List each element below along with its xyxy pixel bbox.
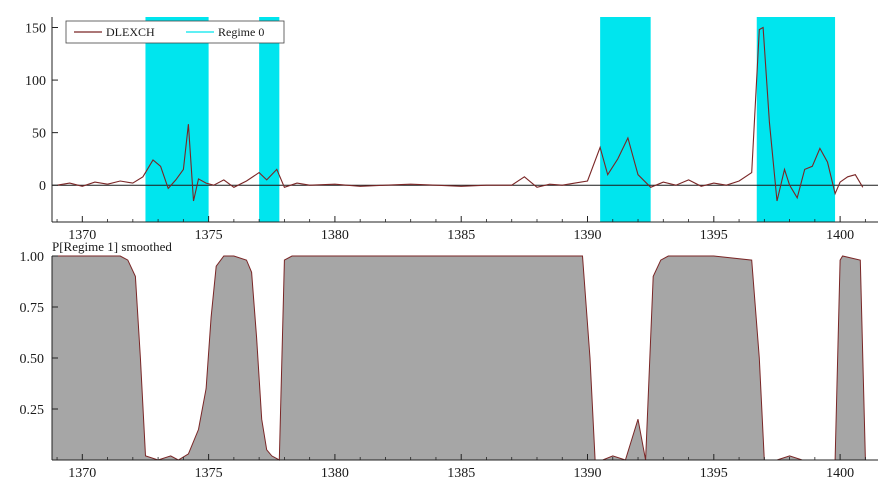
bottom-x-tick-label: 1380 (321, 466, 349, 481)
top-y-tick-label: 50 (32, 127, 46, 142)
bottom-x-tick-labels: 1370 1375 1380 1385 1390 1395 1400 (68, 466, 854, 481)
top-panel: 0 50 100 150 1370 1375 1380 1385 1390 1395 1400 D… (25, 17, 878, 243)
bottom-x-tick-label: 1370 (68, 466, 96, 481)
top-x-tick-label: 1380 (321, 228, 349, 243)
regime-shade-group (145, 17, 836, 222)
bottom-y-tick-label: 0.50 (20, 352, 45, 367)
regime-0-shade-1 (259, 17, 280, 222)
bottom-panel-title: P[Regime 1] smoothed (52, 239, 172, 254)
top-x-tick-label: 1385 (447, 228, 475, 243)
bottom-x-tick-label: 1400 (826, 466, 854, 481)
bottom-panel: 0.25 0.50 0.75 1.00 1370 1375 1380 1385 1390 139… (20, 239, 878, 481)
top-y-tick-label: 100 (25, 74, 46, 89)
legend-label-dlexch: DLEXCH (106, 25, 155, 39)
top-x-tick-labels: 1370 1375 1380 1385 1390 1395 1400 (68, 228, 854, 243)
bottom-x-tick-label: 1375 (195, 466, 223, 481)
legend-label-regime-0: Regime 0 (218, 25, 264, 39)
regime-0-shade-3 (756, 17, 836, 222)
regime-0-shade-2 (600, 17, 651, 222)
top-y-tick-label: 0 (39, 179, 46, 194)
regime-0-shade-0 (145, 17, 209, 222)
bottom-y-tick-label: 0.75 (20, 301, 45, 316)
legend: DLEXCH Regime 0 (65, 20, 285, 44)
bottom-x-tick-label: 1395 (700, 466, 728, 481)
legend-box (65, 20, 285, 44)
top-x-tick-label: 1400 (826, 228, 854, 243)
bottom-y-tick-label: 1.00 (20, 250, 45, 265)
bottom-y-tick-label: 0.25 (20, 403, 45, 418)
top-x-tick-label: 1370 (68, 228, 96, 243)
top-y-tick-labels: 0 50 100 150 (25, 22, 46, 195)
top-x-tick-label: 1395 (700, 228, 728, 243)
bottom-x-tick-label: 1390 (574, 466, 602, 481)
regime-1-probability-area (52, 256, 866, 460)
top-x-tick-label: 1375 (195, 228, 223, 243)
top-axes (51, 17, 878, 223)
top-y-tick-label: 150 (25, 22, 46, 37)
bottom-axes (51, 255, 878, 461)
bottom-y-tick-labels: 0.25 0.50 0.75 1.00 (20, 250, 45, 418)
top-x-tick-label: 1390 (574, 228, 602, 243)
dlexch-series-line (57, 26, 864, 202)
bottom-x-tick-label: 1385 (447, 466, 475, 481)
